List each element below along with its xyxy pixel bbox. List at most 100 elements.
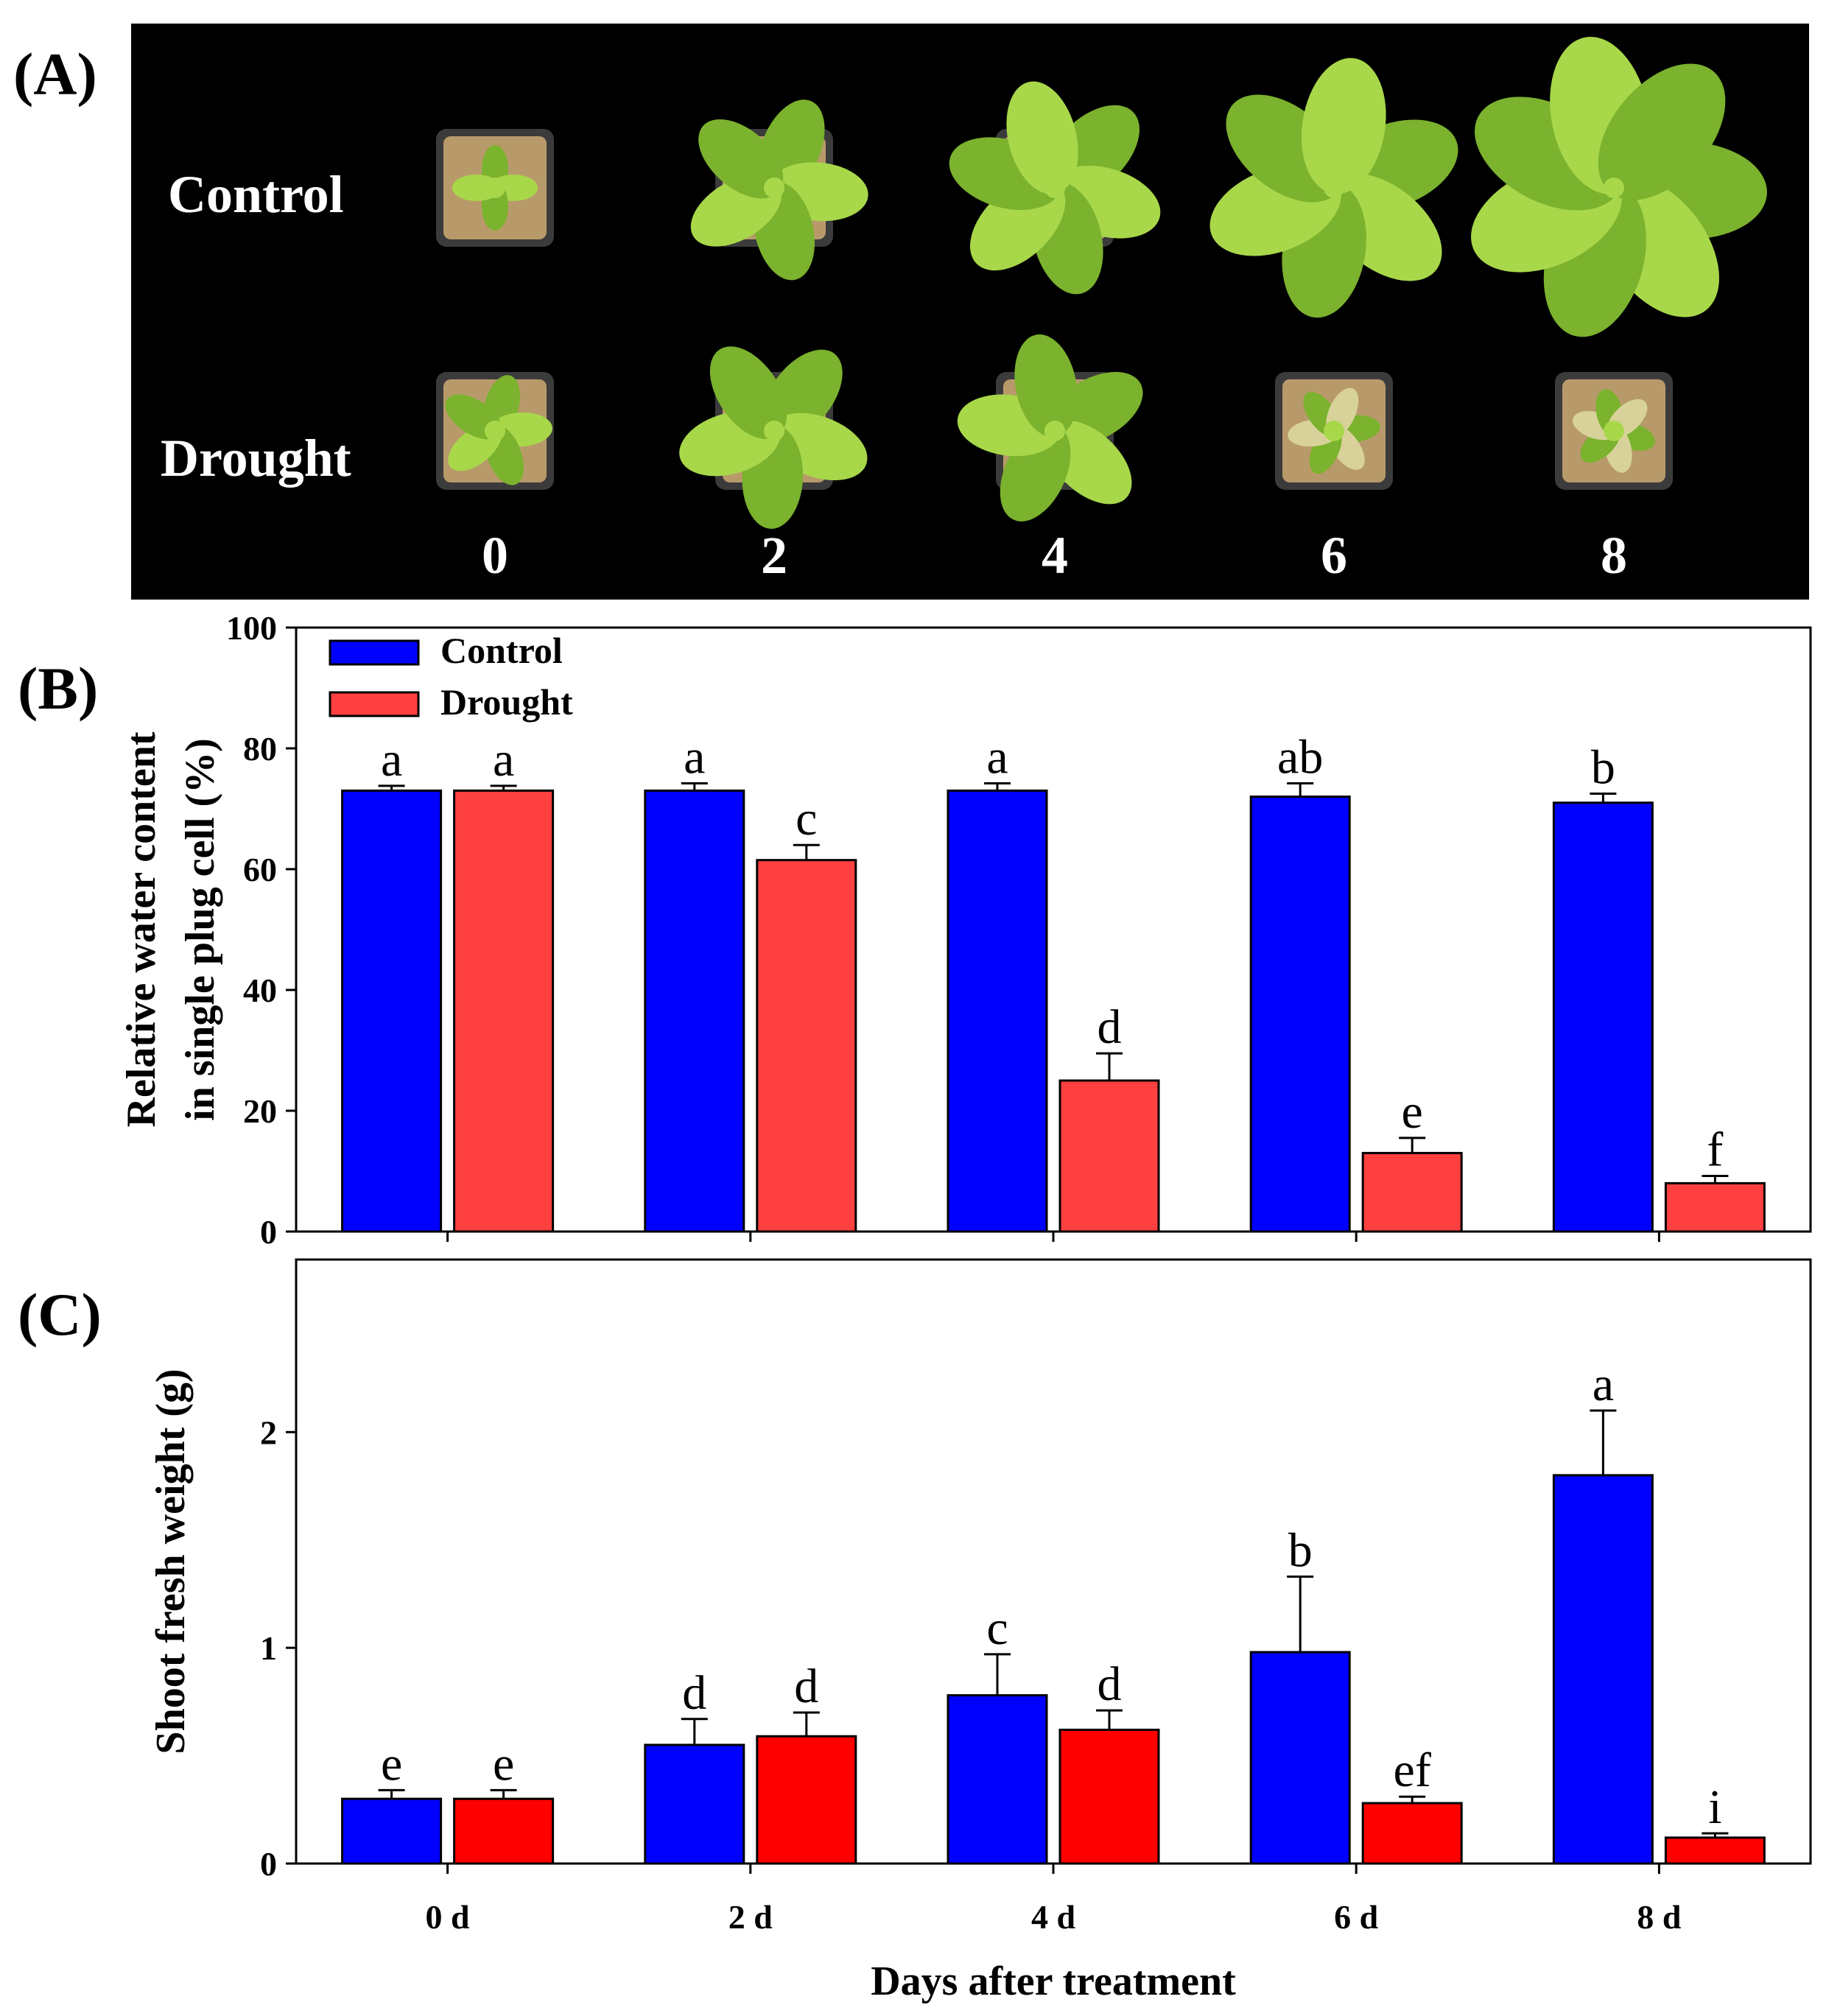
plant-center bbox=[485, 178, 505, 198]
bar-drought-4d bbox=[1058, 1079, 1160, 1233]
y-tick-label: 1 bbox=[260, 1629, 277, 1667]
plant-center bbox=[1604, 178, 1624, 198]
plant-photos bbox=[436, 36, 1767, 529]
bar-control-6d bbox=[1249, 795, 1351, 1233]
y-tick-label: 60 bbox=[243, 851, 277, 888]
control-plant-day-0 bbox=[436, 129, 554, 247]
photo-day-label-8: 8 bbox=[1601, 526, 1627, 585]
control-plant-day-8 bbox=[1471, 36, 1767, 337]
plant-center bbox=[1044, 421, 1065, 441]
y-tick-label: 20 bbox=[243, 1092, 277, 1130]
x-tick-label: 6 d bbox=[1334, 1898, 1379, 1936]
legend-swatch-drought bbox=[329, 691, 420, 717]
significance-letter: a bbox=[1593, 1358, 1614, 1411]
x-tick-label: 4 d bbox=[1031, 1898, 1076, 1936]
leaf bbox=[1006, 81, 1078, 194]
photo-row-label-control: Control bbox=[168, 165, 344, 224]
significance-letter: d bbox=[682, 1666, 706, 1720]
photo-day-label-4: 4 bbox=[1042, 526, 1068, 585]
significance-letter: e bbox=[493, 1737, 514, 1791]
y-axis-title: Shoot fresh weight (g) bbox=[148, 1369, 194, 1754]
legend-label-control: Control bbox=[440, 630, 563, 671]
significance-letter: c bbox=[796, 792, 817, 846]
bar-control-0d bbox=[341, 789, 443, 1233]
significance-letter: d bbox=[794, 1659, 818, 1713]
significance-letter: e bbox=[1402, 1085, 1423, 1139]
chart-relative-water-content: 0 20 40 60 80 100 a a a c a d ab e b f Relative water co… bbox=[119, 609, 1812, 1251]
bar-control-6d bbox=[1249, 1651, 1351, 1865]
drought-plant-day-4 bbox=[957, 334, 1143, 521]
x-axis-title: Days after treatment bbox=[871, 1959, 1236, 2004]
significance-letter: d bbox=[1098, 1000, 1122, 1054]
y-tick-label: 2 bbox=[260, 1413, 277, 1451]
legend-swatch-control bbox=[329, 639, 420, 666]
photo-day-label-2: 2 bbox=[761, 526, 787, 585]
legend-label-drought: Drought bbox=[440, 681, 573, 723]
drought-plant-day-8 bbox=[1555, 372, 1673, 490]
bar-drought-6d bbox=[1361, 1151, 1463, 1233]
legend: Control Drought bbox=[329, 630, 573, 723]
x-tick-label: 2 d bbox=[728, 1898, 773, 1936]
plant-center bbox=[764, 421, 784, 441]
bar-drought-0d bbox=[453, 1797, 555, 1865]
bar-drought-8d bbox=[1664, 1181, 1766, 1233]
photo-row-label-drought: Drought bbox=[161, 429, 351, 488]
panel-label-a: (A) bbox=[13, 41, 97, 108]
significance-letter: f bbox=[1707, 1123, 1723, 1177]
x-tick-label: 0 d bbox=[426, 1898, 471, 1936]
significance-letter: e bbox=[381, 1737, 402, 1791]
photo-day-label-0: 0 bbox=[482, 526, 508, 585]
plant-center bbox=[1044, 178, 1065, 198]
significance-letter: b bbox=[1591, 741, 1615, 795]
plant-center bbox=[1324, 178, 1344, 198]
y-tick-label: 100 bbox=[226, 609, 277, 647]
significance-letter: b bbox=[1288, 1524, 1313, 1578]
bar-drought-2d bbox=[756, 1735, 857, 1865]
bar-control-8d bbox=[1552, 1474, 1654, 1865]
y-tick-label: 0 bbox=[260, 1213, 277, 1251]
drought-plant-day-2 bbox=[679, 346, 868, 529]
significance-letter: d bbox=[1098, 1657, 1122, 1711]
y-axis-title: Relative water content bbox=[119, 731, 164, 1127]
bar-control-2d bbox=[644, 1743, 745, 1865]
y-tick-label: 80 bbox=[243, 730, 277, 768]
significance-letter: a bbox=[684, 731, 705, 784]
control-plant-day-4 bbox=[949, 81, 1161, 295]
bar-control-0d bbox=[341, 1797, 443, 1865]
x-tick-label: 8 d bbox=[1637, 1898, 1682, 1936]
drought-plant-day-6 bbox=[1275, 372, 1393, 490]
plant-center bbox=[764, 178, 784, 198]
bar-drought-4d bbox=[1058, 1728, 1160, 1865]
photo-day-label-6: 6 bbox=[1321, 526, 1347, 585]
significance-letter: ab bbox=[1277, 731, 1323, 784]
plant-center bbox=[485, 421, 505, 441]
leaf bbox=[1014, 334, 1078, 438]
bar-drought-6d bbox=[1361, 1802, 1463, 1865]
chart-shoot-fresh-weight: 0 1 2 0 d e e 2 d d d 4 d c d 6 d b ef 8 d a i Shoot fresh… bbox=[148, 1258, 1812, 2004]
bar-control-4d bbox=[947, 789, 1048, 1233]
bar-control-2d bbox=[644, 789, 745, 1233]
bar-drought-8d bbox=[1664, 1836, 1766, 1865]
y-tick-label: 0 bbox=[260, 1845, 277, 1883]
leaf bbox=[1302, 57, 1386, 194]
control-plant-day-2 bbox=[690, 99, 868, 281]
leaf bbox=[709, 346, 787, 440]
panel-label-c: (C) bbox=[18, 1281, 102, 1348]
leaf bbox=[1598, 63, 1726, 200]
control-plant-day-6 bbox=[1209, 57, 1458, 318]
drought-plant-day-0 bbox=[436, 372, 554, 490]
significance-letter: a bbox=[381, 733, 402, 787]
significance-letter: ef bbox=[1394, 1743, 1431, 1797]
significance-letter: a bbox=[986, 731, 1008, 784]
bar-drought-2d bbox=[756, 859, 857, 1233]
significance-letter: a bbox=[493, 733, 514, 787]
y-axis-title: in single plug cell (%) bbox=[178, 738, 223, 1121]
significance-letter: c bbox=[986, 1601, 1008, 1655]
photo-panel: Control Drought 0 2 4 6 8 bbox=[131, 24, 1809, 600]
panel-label-b: (B) bbox=[18, 655, 98, 722]
bar-drought-0d bbox=[453, 789, 555, 1233]
y-tick-label: 40 bbox=[243, 972, 277, 1009]
bar-control-8d bbox=[1552, 801, 1654, 1233]
leaf bbox=[698, 119, 784, 199]
significance-letter: i bbox=[1708, 1780, 1721, 1834]
